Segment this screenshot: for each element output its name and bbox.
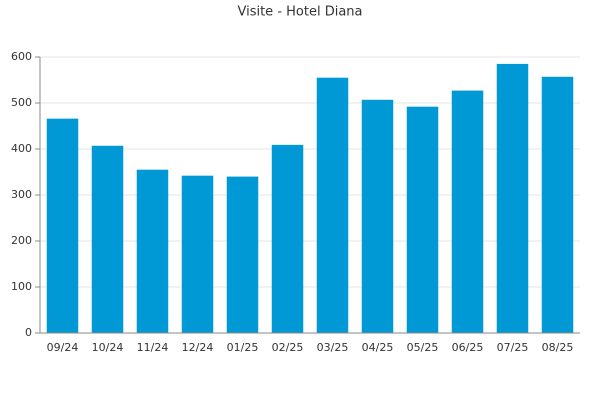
bar bbox=[541, 76, 574, 333]
bar bbox=[316, 77, 349, 333]
bar bbox=[451, 90, 484, 333]
bar bbox=[46, 118, 79, 333]
x-tick-label: 09/24 bbox=[47, 341, 79, 354]
bar bbox=[136, 169, 169, 333]
bar bbox=[271, 144, 304, 333]
bar bbox=[496, 63, 529, 334]
x-tick-label: 02/25 bbox=[272, 341, 304, 354]
x-tick-label: 04/25 bbox=[362, 341, 394, 354]
y-tick-label: 400 bbox=[11, 142, 32, 155]
chart-title: Visite - Hotel Diana bbox=[237, 5, 362, 20]
y-tick-label: 500 bbox=[11, 96, 32, 109]
bar bbox=[361, 99, 394, 333]
bar bbox=[181, 175, 214, 333]
x-tick-label: 11/24 bbox=[137, 341, 169, 354]
x-tick-label: 10/24 bbox=[92, 341, 124, 354]
y-tick-label: 600 bbox=[11, 50, 32, 63]
y-tick-label: 100 bbox=[11, 280, 32, 293]
x-tick-label: 08/25 bbox=[542, 341, 574, 354]
x-tick-label: 03/25 bbox=[317, 341, 349, 354]
bar bbox=[226, 176, 259, 333]
x-tick-label: 12/24 bbox=[182, 341, 214, 354]
x-tick-label: 05/25 bbox=[407, 341, 439, 354]
y-tick-label: 300 bbox=[11, 188, 32, 201]
bar bbox=[91, 145, 124, 333]
bar bbox=[406, 106, 439, 334]
x-tick-label: 06/25 bbox=[452, 341, 484, 354]
y-tick-label: 200 bbox=[11, 234, 32, 247]
x-tick-label: 07/25 bbox=[497, 341, 529, 354]
x-tick-label: 01/25 bbox=[227, 341, 259, 354]
y-tick-label: 0 bbox=[25, 326, 32, 339]
